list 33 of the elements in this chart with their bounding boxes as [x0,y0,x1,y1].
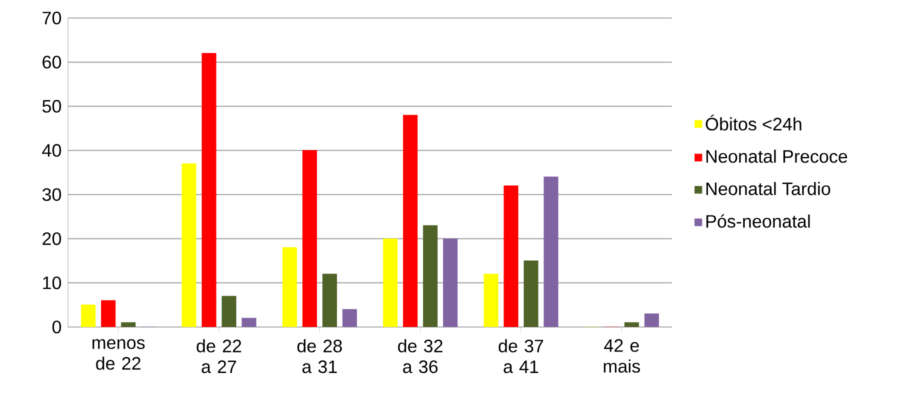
x-tick-label: de 28 a 31 [297,339,342,374]
bar [504,185,518,327]
bar [202,53,216,327]
x-tick-label: de 32 a 36 [398,339,442,374]
y-tick-label: 40 [42,144,62,157]
legend-label: Neonatal Tardio [706,182,830,196]
legend-label: Neonatal Precoce [706,150,848,163]
x-tick-label: de 37 a 41 [498,339,544,374]
bar [81,304,96,327]
bar [644,313,659,327]
y-tick-label: 50 [42,100,62,113]
y-tick-label: 20 [42,232,62,246]
y-tick-label: 10 [43,276,62,290]
bar [544,176,558,327]
bar [484,274,498,327]
y-tick-label: 30 [42,188,62,201]
y-tick-label: 60 [42,56,62,69]
bar [101,300,116,327]
bar [443,238,458,327]
x-tick-label: de 22 a 27 [196,339,242,374]
x-tick-label: menos de 22 [92,339,145,370]
legend-label: Óbitos <24h [706,114,802,131]
legend-label: Pós-neonatal [706,214,810,228]
bar [182,163,196,327]
bar [302,150,317,327]
bar [282,247,297,327]
bar [242,318,256,327]
bar [342,309,357,327]
bar [403,114,418,327]
y-tick-label: 70 [42,12,62,24]
x-tick-label: 42 e mais [604,339,640,373]
bar [383,238,398,327]
y-tick-label: 0 [52,320,62,334]
